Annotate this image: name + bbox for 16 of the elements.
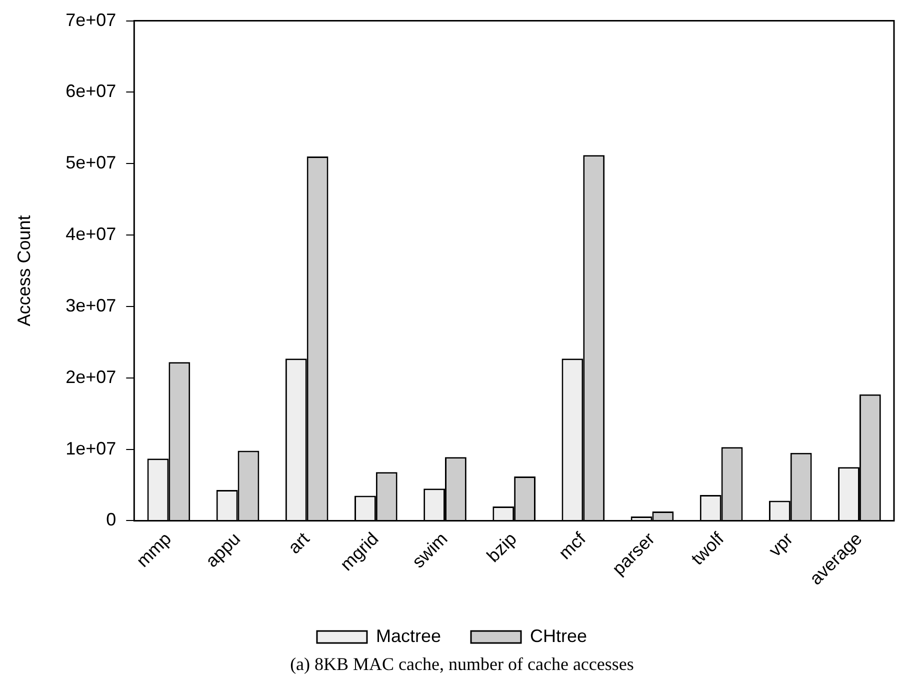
text: (a) 8KB MAC cache, number of cache accesses <box>289 654 635 675</box>
x-tick-label: art <box>284 528 314 558</box>
x-tick-label: bzip <box>482 528 520 566</box>
y-tick-label: 3e+07 <box>66 295 116 316</box>
x-tick-label: mcf <box>554 528 590 564</box>
y-tick-label: 4e+07 <box>66 224 116 244</box>
y-tick-label: 7e+07 <box>66 10 116 30</box>
y-tick-label: 6e+07 <box>66 81 116 102</box>
legend-label: Mactree <box>376 626 442 646</box>
y-tick-label: 2e+07 <box>66 366 116 387</box>
y-tick-label: 1e+07 <box>66 438 116 458</box>
y-tick-label: 0 <box>106 510 116 530</box>
x-tick-label: vpr <box>764 528 797 560</box>
y-axis-title: Access Count <box>14 215 34 326</box>
y-tick-label: 5e+07 <box>66 152 116 173</box>
legend-label: CHtree <box>530 626 588 646</box>
